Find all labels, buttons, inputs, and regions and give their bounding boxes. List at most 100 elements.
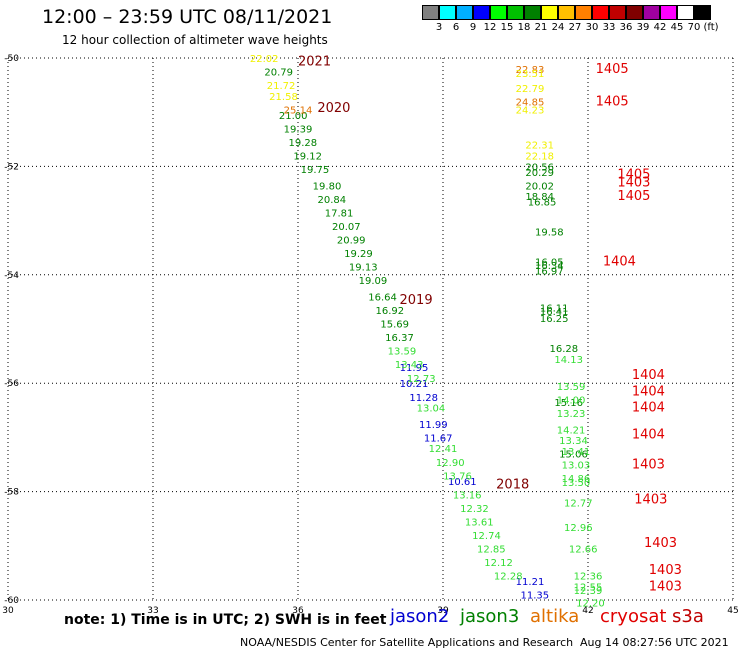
- data-point-label: 16.28: [550, 344, 579, 355]
- data-point-label: 1403: [632, 458, 665, 473]
- data-point-label: 19.39: [284, 124, 313, 135]
- colorbar-swatch: [626, 5, 643, 20]
- data-point-label: 14.00: [557, 395, 586, 406]
- colorbar-swatch: [660, 5, 677, 20]
- data-point-label: 12.85: [477, 545, 506, 556]
- colorbar-swatch: [439, 5, 456, 20]
- footer-note: note: 1) Time is in UTC; 2) SWH is in fe…: [64, 612, 387, 628]
- y-tick-label: -50: [4, 54, 19, 64]
- data-point-label: 1404: [632, 384, 665, 399]
- colorbar-swatch: [473, 5, 490, 20]
- data-point-label: 1403: [634, 493, 667, 508]
- data-point-label: 12.41: [429, 444, 458, 455]
- chart-subtitle: 12 hour collection of altimeter wave hei…: [62, 33, 328, 47]
- colorbar-swatch: [541, 5, 558, 20]
- y-tick-label: -56: [4, 379, 19, 389]
- data-point-label: 12.77: [564, 498, 593, 509]
- data-point-label: 1403: [649, 563, 682, 578]
- data-point-label: 1403: [617, 176, 650, 191]
- data-point-label: 20.07: [332, 222, 361, 233]
- colorbar-label: 3: [435, 22, 443, 33]
- data-point-label: 1404: [632, 368, 665, 383]
- data-point-label: 19.58: [535, 227, 564, 238]
- wave-height-colorbar: [422, 5, 711, 20]
- x-tick-label: 45: [727, 606, 738, 616]
- data-point-label: 12.90: [436, 458, 465, 469]
- data-point-label: 21.00: [279, 111, 308, 122]
- data-point-label: 11.99: [419, 420, 448, 431]
- x-tick-label: 39: [437, 606, 449, 616]
- data-point-label: 15.06: [559, 450, 588, 461]
- data-point-label: 13.50: [562, 478, 591, 489]
- data-point-label: 12.66: [569, 545, 598, 556]
- footer-credit: NOAA/NESDIS Center for Satellite Applica…: [240, 636, 574, 649]
- data-point-label: 22.18: [525, 152, 554, 163]
- data-point-label: 10.61: [448, 477, 477, 488]
- data-point-label: 1405: [617, 168, 650, 183]
- data-point-label: 14.21: [557, 425, 586, 436]
- colorbar-label: 36: [619, 22, 633, 33]
- colorbar-label: 6: [452, 22, 460, 33]
- colorbar-swatch: [575, 5, 592, 20]
- y-tick-label: -52: [4, 162, 19, 172]
- data-point-label: 1404: [632, 401, 665, 416]
- data-point-label: 1403: [644, 536, 677, 551]
- data-point-label: 13.34: [559, 436, 588, 447]
- colorbar-label: 18: [517, 22, 531, 33]
- data-point-label: 12.96: [564, 523, 593, 534]
- data-point-label: 1405: [596, 94, 629, 109]
- data-point-label: 20.84: [318, 195, 347, 206]
- data-point-label: 12.12: [484, 558, 513, 569]
- data-point-label: 16.41: [540, 307, 569, 318]
- colorbar-swatch: [643, 5, 660, 20]
- data-point-label: 1405: [596, 62, 629, 77]
- data-point-label: 16.97: [535, 266, 564, 277]
- data-point-label: 19.13: [349, 263, 378, 274]
- footer-timestamp: Aug 14 08:27:56 UTC 2021: [580, 636, 729, 649]
- data-point-label: 13.76: [443, 471, 472, 482]
- data-point-label: 12.74: [472, 531, 501, 542]
- data-point-label: 18.84: [525, 192, 554, 203]
- data-point-label: 22.02: [250, 54, 279, 65]
- data-point-label: 22.79: [516, 84, 545, 95]
- data-point-label: 16.37: [385, 333, 414, 344]
- colorbar-label: 24: [551, 22, 565, 33]
- data-point-label: 1404: [603, 254, 636, 269]
- data-point-label: 13.03: [562, 461, 591, 472]
- y-tick-label: -54: [4, 271, 19, 281]
- data-point-label: 12.36: [574, 572, 603, 583]
- colorbar-label: 70: [687, 22, 701, 33]
- data-point-label: 17.81: [325, 208, 354, 219]
- colorbar-label: 21: [534, 22, 548, 33]
- data-point-label: 1405: [617, 189, 650, 204]
- legend-jason2: jason2: [390, 606, 450, 627]
- data-point-label: 12.73: [407, 374, 436, 385]
- data-point-label: 21.58: [269, 92, 298, 103]
- data-point-label: 13.16: [453, 490, 482, 501]
- colorbar-label: 30: [585, 22, 599, 33]
- data-point-label: 13.04: [417, 404, 446, 415]
- data-point-label: 16.85: [528, 198, 557, 209]
- data-point-label: 16.34: [535, 261, 564, 272]
- colorbar-swatch: [507, 5, 524, 20]
- data-point-label: 1404: [632, 428, 665, 443]
- data-point-label: 22.83: [516, 65, 545, 76]
- data-point-label: 13.43: [395, 360, 424, 371]
- colorbar-swatch: [694, 5, 711, 20]
- x-tick-label: 36: [292, 606, 304, 616]
- colorbar-label: 39: [636, 22, 650, 33]
- data-point-label: 21.72: [267, 81, 296, 92]
- legend-altika: altika: [530, 606, 580, 627]
- data-point-label: 11.95: [400, 363, 429, 374]
- data-point-label: 20.99: [337, 236, 366, 247]
- data-point-label: 19.09: [359, 276, 388, 287]
- colorbar-swatch: [592, 5, 609, 20]
- legend-cryosat: cryosat: [600, 606, 667, 627]
- legend-jason3: jason3: [460, 606, 520, 627]
- data-point-label: 20.56: [525, 162, 554, 173]
- data-point-label: 14.86: [562, 474, 591, 485]
- data-point-label: 12.32: [460, 504, 489, 515]
- data-point-label: 14.13: [554, 355, 583, 366]
